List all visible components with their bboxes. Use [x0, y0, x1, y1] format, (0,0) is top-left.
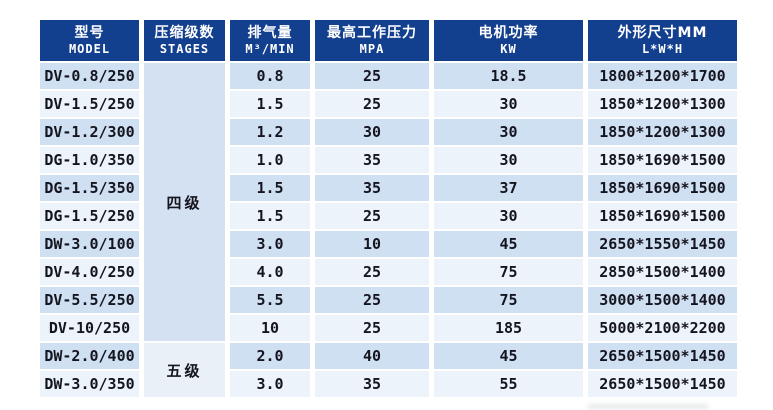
column-header-en: STAGES: [159, 41, 210, 56]
model-cell: DG-1.5/350: [40, 175, 139, 201]
capacity-cell: 3.0: [230, 231, 310, 257]
column-header: 最高工作压力 MPA: [315, 20, 429, 61]
power-cell: 45: [434, 343, 583, 369]
capacity-cell: 0.8: [230, 63, 310, 89]
column-header: 压缩级数 STAGES: [144, 20, 225, 61]
dimensions-cell: 2650*1500*1450: [588, 343, 737, 369]
model-cell: DW-2.0/400: [40, 343, 139, 369]
column-header: 排气量 M³/MIN: [230, 20, 310, 61]
capacity-cell: 2.0: [230, 343, 310, 369]
capacity-cell: 1.5: [230, 175, 310, 201]
power-cell: 30: [434, 203, 583, 229]
column-header-en: MPA: [359, 41, 385, 56]
model-cell: DV-10/250: [40, 315, 139, 341]
dimensions-cell: 1850*1200*1300: [588, 119, 737, 145]
column-header-zh: 压缩级数: [154, 24, 215, 41]
column-header: 外形尺寸MM L*W*H: [588, 20, 737, 61]
stages-cell: 四级: [144, 63, 225, 341]
column-header-en: M³/MIN: [245, 41, 295, 56]
pressure-cell: 25: [315, 203, 429, 229]
column-header: 型号 MODEL: [40, 20, 139, 61]
power-cell: 37: [434, 175, 583, 201]
column-header-en: MODEL: [68, 41, 111, 56]
model-cell: DG-1.0/350: [40, 147, 139, 173]
dimensions-cell: 1850*1200*1300: [588, 91, 737, 117]
cropped-edge-artifact: [588, 404, 708, 409]
capacity-cell: 1.0: [230, 147, 310, 173]
pressure-cell: 40: [315, 343, 429, 369]
column-header-zh: 电机功率: [478, 24, 539, 41]
capacity-cell: 1.5: [230, 203, 310, 229]
capacity-cell: 4.0: [230, 259, 310, 285]
capacity-cell: 3.0: [230, 371, 310, 397]
power-cell: 30: [434, 91, 583, 117]
model-cell: DW-3.0/100: [40, 231, 139, 257]
column-header-zh: 外形尺寸MM: [617, 24, 708, 41]
dimensions-cell: 3000*1500*1400: [588, 287, 737, 313]
pressure-cell: 25: [315, 287, 429, 313]
dimensions-cell: 2650*1550*1450: [588, 231, 737, 257]
power-cell: 30: [434, 119, 583, 145]
model-cell: DV-4.0/250: [40, 259, 139, 285]
dimensions-cell: 1850*1690*1500: [588, 147, 737, 173]
dimensions-cell: 1800*1200*1700: [588, 63, 737, 89]
capacity-cell: 10: [230, 315, 310, 341]
dimensions-cell: 1850*1690*1500: [588, 203, 737, 229]
pressure-cell: 30: [315, 119, 429, 145]
capacity-cell: 1.5: [230, 91, 310, 117]
power-cell: 55: [434, 371, 583, 397]
pressure-cell: 35: [315, 147, 429, 173]
model-cell: DV-1.5/250: [40, 91, 139, 117]
capacity-cell: 1.2: [230, 119, 310, 145]
pressure-cell: 10: [315, 231, 429, 257]
power-cell: 18.5: [434, 63, 583, 89]
stages-cell: 五级: [144, 343, 225, 397]
column-header-en: KW: [500, 41, 517, 56]
pressure-cell: 35: [315, 371, 429, 397]
column-header-en: L*W*H: [641, 41, 684, 56]
pressure-cell: 25: [315, 259, 429, 285]
power-cell: 75: [434, 287, 583, 313]
model-cell: DW-3.0/350: [40, 371, 139, 397]
capacity-cell: 5.5: [230, 287, 310, 313]
power-cell: 30: [434, 147, 583, 173]
pressure-cell: 25: [315, 315, 429, 341]
pressure-cell: 25: [315, 91, 429, 117]
model-cell: DV-5.5/250: [40, 287, 139, 313]
dimensions-cell: 5000*2100*2200: [588, 315, 737, 341]
model-cell: DV-0.8/250: [40, 63, 139, 89]
pressure-cell: 35: [315, 175, 429, 201]
dimensions-cell: 2650*1500*1450: [588, 371, 737, 397]
column-header-zh: 最高工作压力: [327, 24, 417, 41]
column-header: 电机功率 KW: [434, 20, 583, 61]
column-header-zh: 型号: [74, 24, 105, 41]
model-cell: DV-1.2/300: [40, 119, 139, 145]
pressure-cell: 25: [315, 63, 429, 89]
dimensions-cell: 2850*1500*1400: [588, 259, 737, 285]
column-header-zh: 排气量: [247, 24, 293, 41]
power-cell: 45: [434, 231, 583, 257]
dimensions-cell: 1850*1690*1500: [588, 175, 737, 201]
power-cell: 185: [434, 315, 583, 341]
power-cell: 75: [434, 259, 583, 285]
spec-table: 型号 MODEL 压缩级数 STAGES 排气量 M³/MIN 最高工作压力 MPA 电机功率 K…: [40, 20, 737, 397]
model-cell: DG-1.5/250: [40, 203, 139, 229]
